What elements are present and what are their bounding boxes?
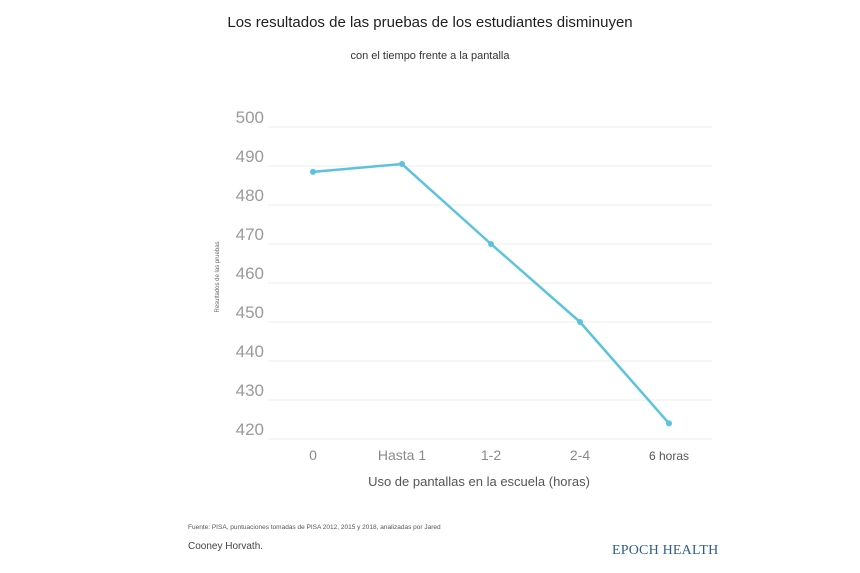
x-tick-label: 6 horas [649,449,689,463]
source-note-continued: Cooney Horvath. [188,541,264,552]
data-point [310,168,316,175]
y-tick-label: 470 [236,225,264,244]
y-tick-label: 440 [236,342,264,361]
y-tick-label: 460 [236,264,264,283]
x-tick-label: Hasta 1 [378,447,426,463]
series-line [312,162,670,425]
y-tick-label: 500 [236,108,264,127]
source-note: Fuente: PISA, puntuaciones tomadas de PI… [188,524,441,531]
brand-logo: EPOCH HEALTH [612,543,719,558]
data-point [488,241,494,247]
data-point [577,319,583,325]
chart-title: Los resultados de las pruebas de los est… [227,14,633,31]
data-points [310,161,672,427]
x-tick-labels: 0 Hasta 1 1-2 2-4 6 horas [309,447,689,463]
grid-lines [268,126,712,440]
y-tick-label: 420 [236,420,264,439]
y-axis-label: Resultados de las pruebas [215,241,221,312]
y-tick-label: 490 [236,147,264,166]
y-tick-label: 480 [236,186,264,205]
y-tick-labels: 500 490 480 470 460 450 440 430 420 [236,108,264,439]
x-tick-label: 2-4 [570,447,590,463]
x-axis-label: Uso de pantallas en la escuela (horas) [368,474,590,489]
data-point [399,161,405,168]
x-tick-label: 1-2 [481,447,501,463]
y-tick-label: 430 [236,381,264,400]
x-tick-label: 0 [309,447,317,463]
chart-subtitle: con el tiempo frente a la pantalla [350,50,510,62]
series-polyline [312,162,670,425]
data-point [666,420,672,427]
y-tick-label: 450 [236,303,264,322]
